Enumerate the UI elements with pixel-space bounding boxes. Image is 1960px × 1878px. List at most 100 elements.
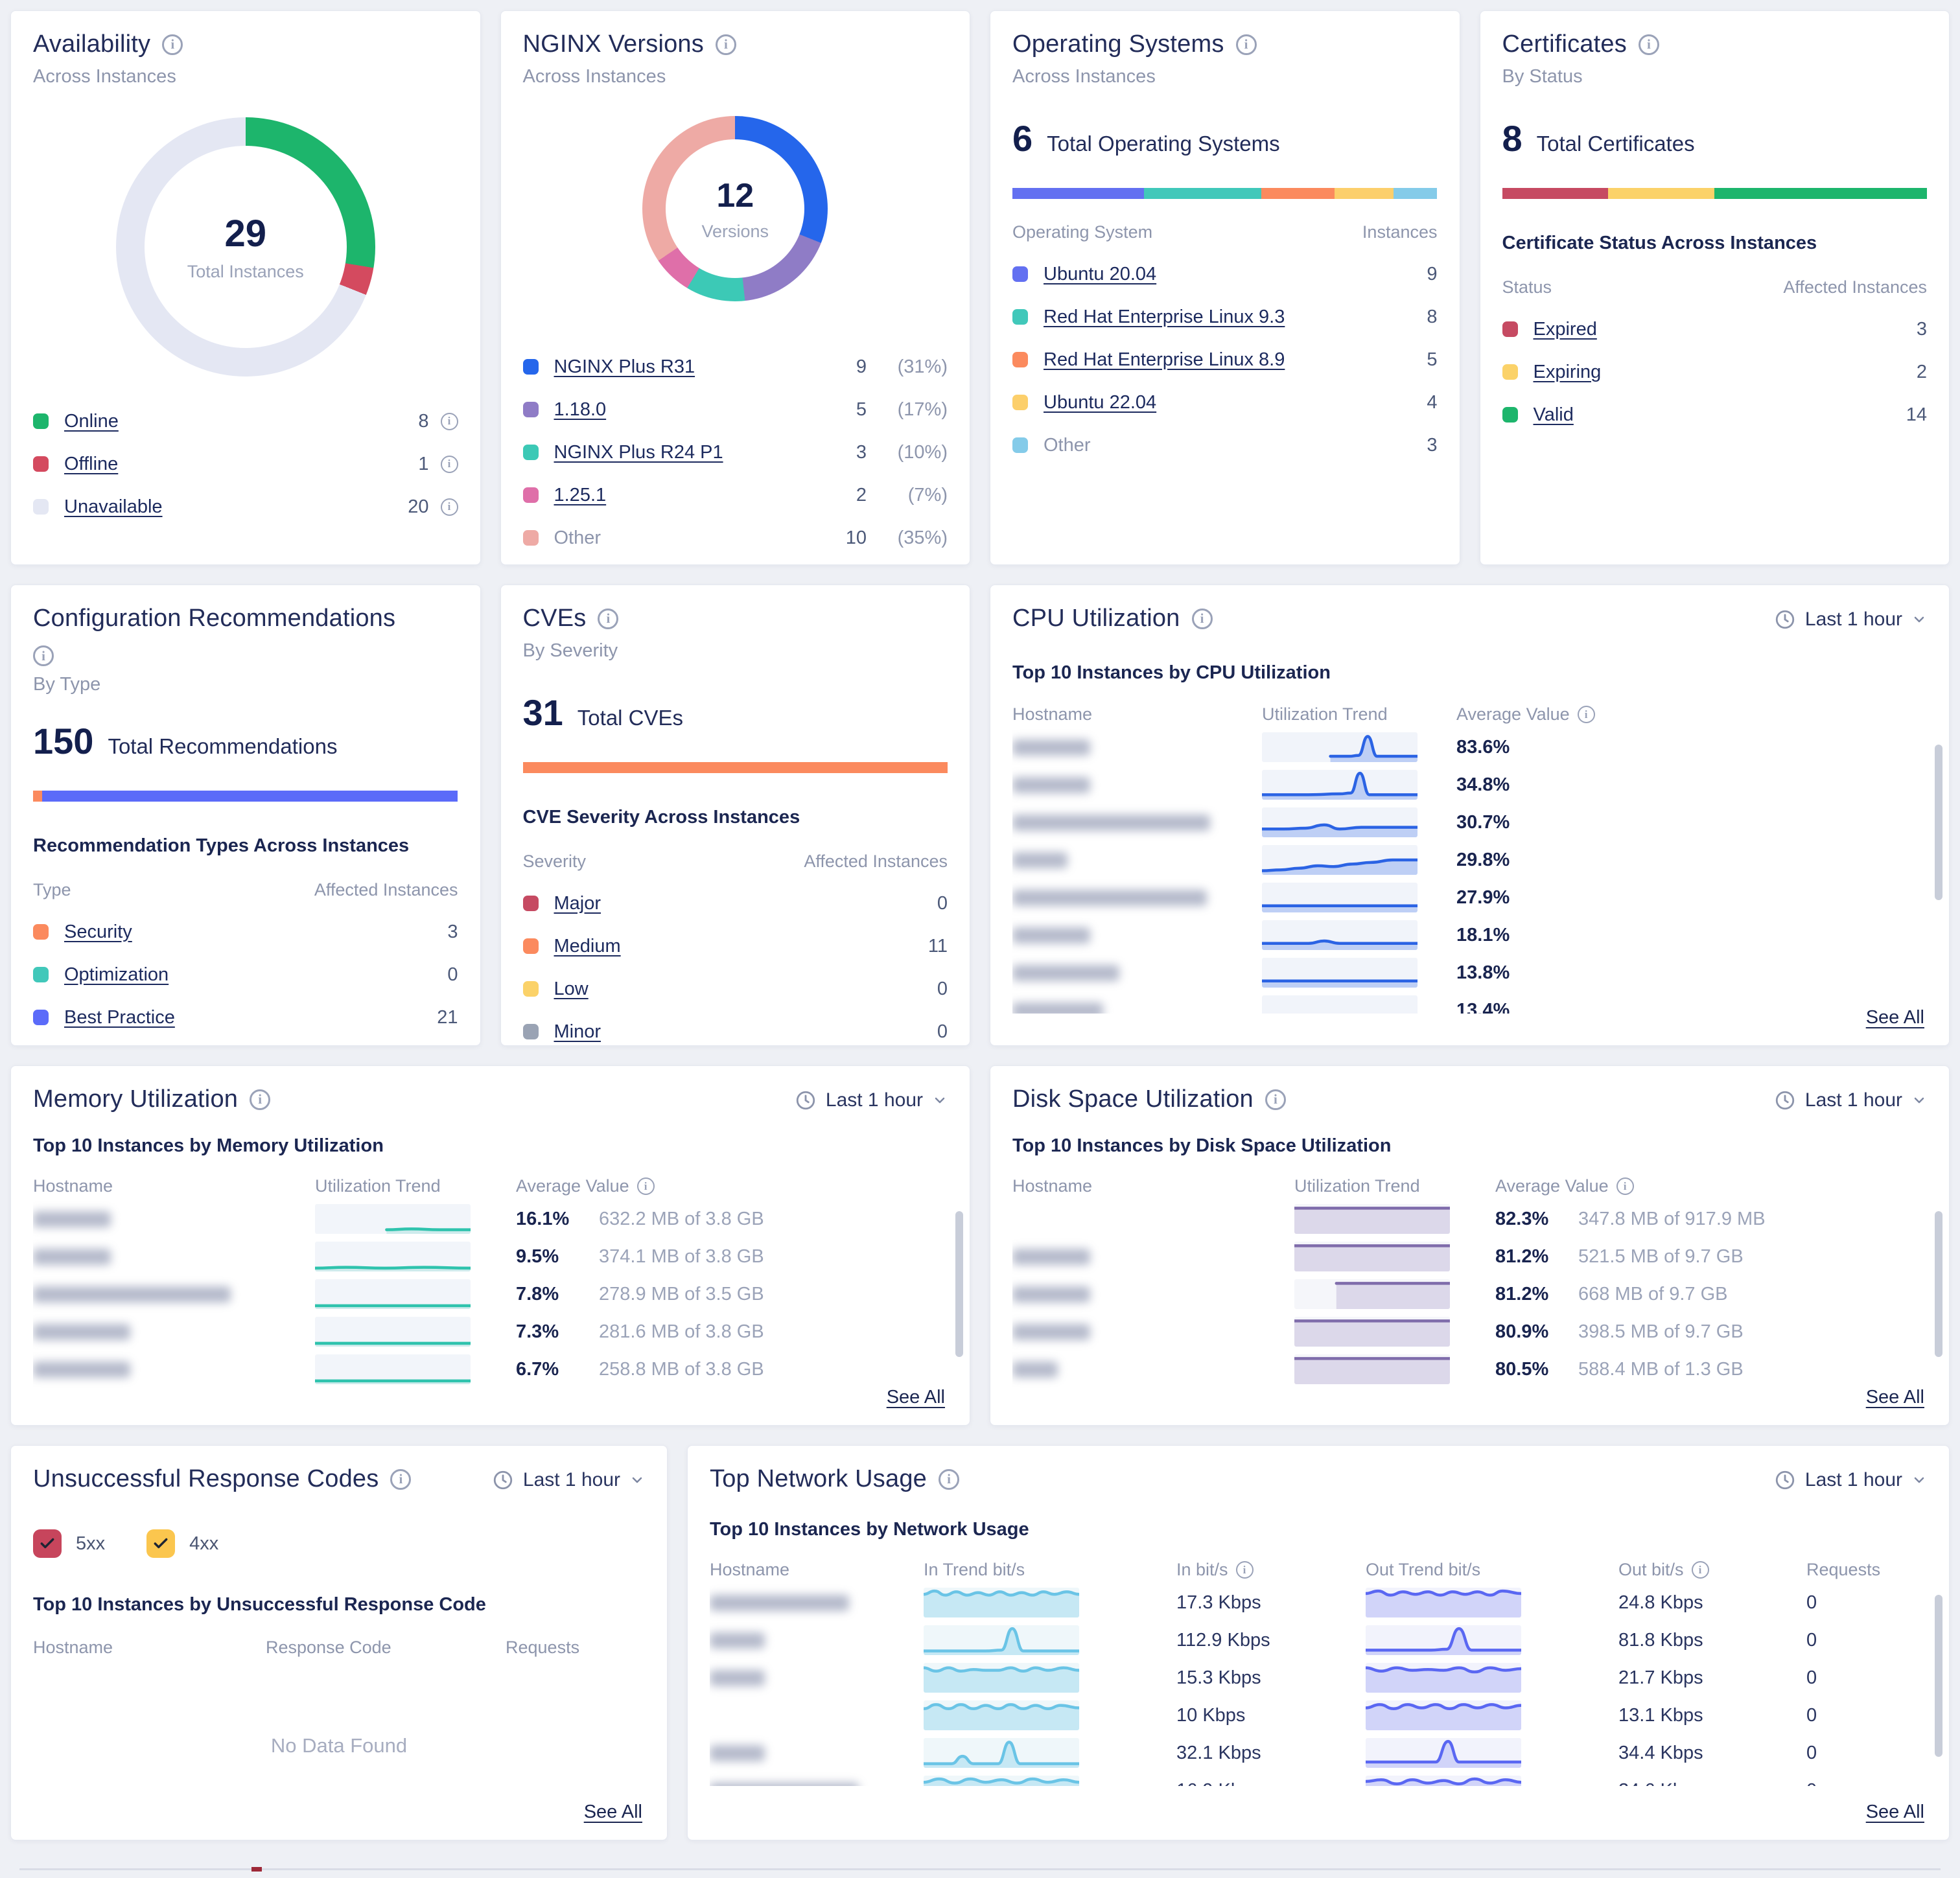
- legend-color-dot: [1012, 437, 1028, 453]
- type-count: 3: [447, 921, 458, 942]
- info-icon[interactable]: i: [598, 608, 619, 629]
- info-icon[interactable]: i: [1577, 706, 1595, 723]
- time-range-selector[interactable]: Last 1 hour: [1774, 609, 1927, 631]
- legend-label-link[interactable]: 1.18.0: [554, 399, 607, 420]
- scrollbar-thumb[interactable]: [1935, 1211, 1942, 1357]
- os-label-link[interactable]: Ubuntu 22.04: [1044, 391, 1157, 413]
- hostname-blurred-link[interactable]: [1012, 927, 1090, 944]
- time-range-selector[interactable]: Last 1 hour: [1774, 1469, 1927, 1491]
- time-range-label: Last 1 hour: [522, 1469, 620, 1490]
- column-header: In Trend bit/s: [924, 1560, 1025, 1579]
- hostname-blurred-link[interactable]: [710, 1669, 765, 1686]
- info-icon[interactable]: i: [390, 1468, 412, 1490]
- info-icon[interactable]: i: [1235, 1561, 1254, 1579]
- info-icon[interactable]: i: [440, 412, 458, 430]
- status-label-link[interactable]: Expired: [1533, 318, 1597, 340]
- hostname-blurred-link[interactable]: [1012, 889, 1207, 906]
- os-label-link[interactable]: Ubuntu 20.04: [1044, 263, 1157, 284]
- legend-label-link[interactable]: Offline: [64, 453, 119, 474]
- time-range-selector[interactable]: Last 1 hour: [492, 1469, 645, 1491]
- see-all-link[interactable]: See All: [1865, 1802, 1924, 1822]
- hostname-blurred-link[interactable]: [1012, 1248, 1090, 1265]
- hostname-blurred-link[interactable]: [710, 1782, 859, 1786]
- see-all-link[interactable]: See All: [1865, 1007, 1924, 1028]
- info-icon[interactable]: i: [162, 34, 183, 55]
- average-value: 30.7%: [1456, 811, 1510, 833]
- legend-label-link: Other: [554, 527, 601, 548]
- table-row: 13.4%: [1012, 991, 1927, 1014]
- legend-label-link[interactable]: Unavailable: [64, 496, 163, 517]
- column-header: Utilization Trend: [315, 1176, 441, 1196]
- see-all-link[interactable]: See All: [886, 1387, 945, 1408]
- filter-5xx[interactable]: 5xx: [33, 1529, 105, 1558]
- total-os-value: 6: [1012, 118, 1033, 159]
- hostname-blurred-link[interactable]: [1012, 1361, 1058, 1378]
- cpu-utilization-card: CPU Utilization i Last 1 hour Top 10 Ins…: [990, 585, 1950, 1046]
- type-label-link[interactable]: Best Practice: [64, 1006, 175, 1028]
- hostname-blurred-link[interactable]: [33, 1323, 130, 1340]
- scrollbar-thumb[interactable]: [1935, 1595, 1942, 1757]
- info-icon[interactable]: i: [440, 498, 458, 516]
- hostname-blurred-link[interactable]: [710, 1594, 849, 1611]
- nginx-versions-donut-chart[interactable]: 12 Versions: [642, 116, 828, 301]
- info-icon[interactable]: i: [1265, 1089, 1286, 1110]
- checkbox-5xx[interactable]: [33, 1529, 62, 1558]
- os-label-link[interactable]: Red Hat Enterprise Linux 9.3: [1044, 306, 1285, 327]
- average-value: 34.8%: [1456, 774, 1510, 795]
- card-subtitle: By Status: [1502, 66, 1583, 87]
- scrollbar-thumb[interactable]: [1935, 745, 1942, 900]
- see-all-link[interactable]: See All: [583, 1802, 642, 1822]
- hostname-blurred-link[interactable]: [1012, 776, 1090, 793]
- legend-color-dot: [522, 530, 539, 546]
- hostname-blurred-link[interactable]: [710, 1632, 765, 1649]
- legend-label-link[interactable]: 1.25.1: [554, 484, 607, 505]
- checkbox-4xx[interactable]: [146, 1529, 176, 1558]
- scrollbar-thumb[interactable]: [955, 1211, 963, 1357]
- info-icon[interactable]: i: [939, 1468, 959, 1490]
- column-header: In bit/s: [1176, 1560, 1228, 1579]
- severity-label-link[interactable]: Low: [554, 978, 589, 999]
- legend-color-dot: [1012, 309, 1028, 325]
- legend-label-link[interactable]: NGINX Plus R31: [554, 356, 695, 377]
- status-label-link[interactable]: Expiring: [1533, 361, 1602, 382]
- info-icon[interactable]: i: [636, 1177, 655, 1195]
- hostname-blurred-link[interactable]: [1012, 814, 1210, 831]
- hostname-blurred-link[interactable]: [1012, 739, 1090, 756]
- info-icon[interactable]: i: [1691, 1561, 1709, 1579]
- info-icon[interactable]: i: [1191, 608, 1213, 629]
- hostname-blurred-link[interactable]: [33, 1286, 231, 1303]
- legend-label-link[interactable]: NGINX Plus R24 P1: [554, 441, 723, 463]
- hostname-blurred-link[interactable]: [710, 1745, 765, 1761]
- severity-label-link[interactable]: Minor: [554, 1021, 601, 1042]
- see-all-link[interactable]: See All: [1865, 1387, 1924, 1408]
- hostname-blurred-link[interactable]: [1012, 1323, 1090, 1340]
- info-icon[interactable]: i: [1616, 1177, 1634, 1195]
- hostname-blurred-link[interactable]: [33, 1361, 130, 1378]
- hostname-blurred-link[interactable]: [1012, 964, 1119, 981]
- card-title: Top Network Usage: [710, 1465, 927, 1492]
- hostname-blurred-link[interactable]: [1012, 1002, 1103, 1014]
- info-icon[interactable]: i: [440, 455, 458, 473]
- info-icon[interactable]: i: [250, 1089, 271, 1110]
- info-icon[interactable]: i: [1235, 34, 1257, 55]
- severity-label-link[interactable]: Medium: [554, 935, 621, 956]
- type-label-link[interactable]: Security: [64, 921, 132, 942]
- legend-row: 1.18.0 5 (17%): [522, 399, 948, 421]
- info-icon[interactable]: i: [33, 645, 54, 666]
- severity-label-link[interactable]: Major: [554, 892, 601, 914]
- info-icon[interactable]: i: [715, 34, 736, 55]
- in-trend-sparkline: [924, 1700, 1079, 1730]
- legend-label-link[interactable]: Online: [64, 410, 119, 432]
- status-label-link[interactable]: Valid: [1533, 404, 1574, 425]
- os-label-link[interactable]: Red Hat Enterprise Linux 8.9: [1044, 349, 1285, 370]
- filter-4xx[interactable]: 4xx: [146, 1529, 218, 1558]
- type-label-link[interactable]: Optimization: [64, 964, 169, 985]
- hostname-blurred-link[interactable]: [33, 1211, 111, 1227]
- hostname-blurred-link[interactable]: [1012, 1286, 1090, 1303]
- hostname-blurred-link[interactable]: [1012, 852, 1068, 868]
- hostname-blurred-link[interactable]: [33, 1248, 111, 1265]
- time-range-selector[interactable]: Last 1 hour: [1774, 1089, 1927, 1111]
- info-icon[interactable]: i: [1638, 34, 1659, 55]
- availability-donut-chart[interactable]: 29 Total Instances: [115, 117, 375, 377]
- time-range-selector[interactable]: Last 1 hour: [795, 1089, 948, 1111]
